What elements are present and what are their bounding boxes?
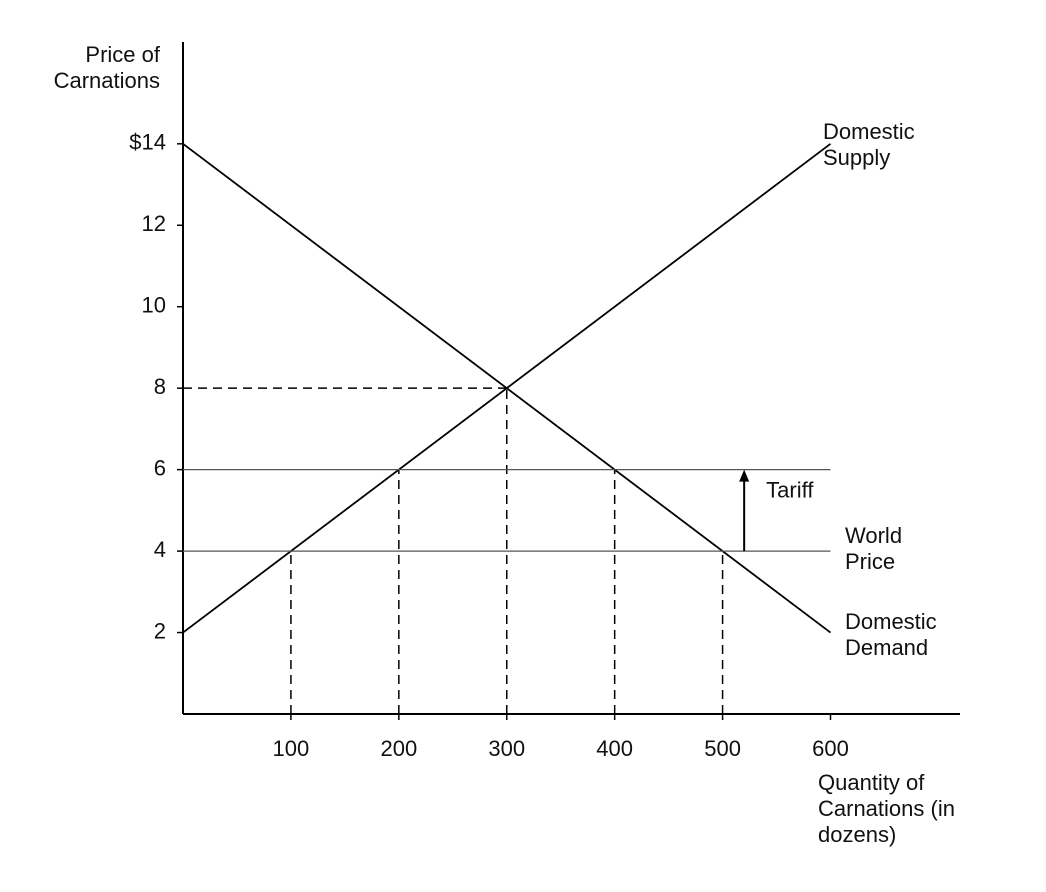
x-tick-label: 100 (273, 736, 310, 761)
y-tick-label: 12 (142, 211, 166, 236)
x-tick-label: 400 (596, 736, 633, 761)
y-axis-title: Price of Carnations (53, 42, 160, 93)
y-tick-label: 8 (154, 374, 166, 399)
series-label: Domestic Supply (823, 119, 915, 170)
x-axis-title: Quantity of Carnations (in dozens) (818, 770, 955, 847)
y-tick-label: $14 (129, 130, 166, 155)
x-tick-label: 300 (488, 736, 525, 761)
x-tick-label: 500 (704, 736, 741, 761)
series-label: World Price (845, 523, 903, 574)
series-label: Domestic Demand (845, 609, 937, 660)
x-tick-label: 200 (380, 736, 417, 761)
x-tick-label: 600 (812, 736, 849, 761)
y-tick-label: 2 (154, 618, 166, 643)
tariff-arrow-head (739, 469, 750, 482)
tariff-label: Tariff (766, 477, 814, 502)
y-tick-label: 10 (142, 293, 166, 318)
y-tick-label: 4 (154, 537, 166, 562)
y-tick-label: 6 (154, 455, 166, 480)
